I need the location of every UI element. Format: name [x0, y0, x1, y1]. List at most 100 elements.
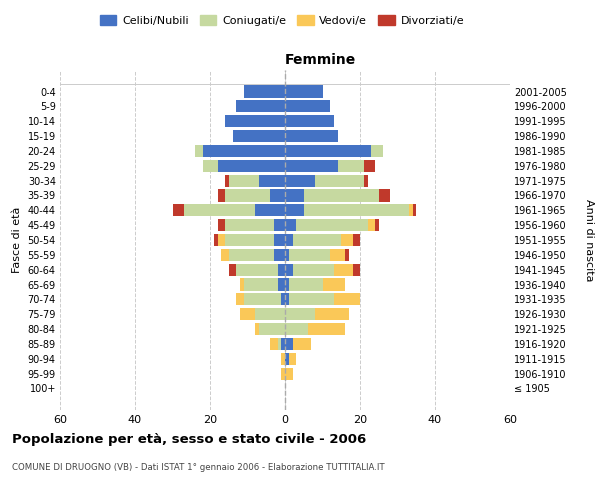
Bar — [259, 174, 285, 186]
Bar — [315, 174, 364, 186]
Bar — [236, 294, 244, 306]
Bar — [244, 294, 281, 306]
Bar — [277, 278, 285, 290]
Bar — [364, 174, 367, 186]
Bar — [236, 264, 277, 276]
Text: COMUNE DI DRUOGNO (VB) - Dati ISTAT 1° gennaio 2006 - Elaborazione TUTTITALIA.IT: COMUNE DI DRUOGNO (VB) - Dati ISTAT 1° g… — [12, 462, 385, 471]
Bar — [281, 338, 285, 350]
Bar — [259, 323, 285, 335]
Bar — [353, 264, 360, 276]
Bar — [409, 204, 413, 216]
Bar — [379, 190, 390, 202]
Bar — [367, 219, 375, 231]
Bar — [285, 190, 304, 202]
Bar — [229, 174, 259, 186]
Bar — [364, 160, 375, 172]
Bar — [293, 338, 311, 350]
Bar — [281, 352, 285, 365]
Bar — [285, 323, 308, 335]
Bar — [214, 234, 218, 246]
Bar — [285, 145, 371, 157]
Bar — [308, 323, 345, 335]
Bar — [270, 338, 277, 350]
Bar — [274, 219, 285, 231]
Bar — [218, 160, 285, 172]
Bar — [184, 204, 255, 216]
Bar — [285, 294, 289, 306]
Bar — [334, 264, 353, 276]
Bar — [285, 234, 293, 246]
Bar — [285, 368, 293, 380]
Bar — [270, 190, 285, 202]
Bar — [225, 115, 285, 128]
Bar — [285, 249, 289, 261]
Y-axis label: Anni di nascita: Anni di nascita — [584, 198, 594, 281]
Bar — [413, 204, 416, 216]
Bar — [334, 294, 360, 306]
Bar — [289, 352, 296, 365]
Bar — [225, 219, 274, 231]
Text: Femmine: Femmine — [285, 52, 356, 66]
Bar — [225, 190, 270, 202]
Bar — [203, 160, 218, 172]
Bar — [233, 130, 285, 142]
Bar — [293, 234, 341, 246]
Bar — [285, 115, 334, 128]
Bar — [285, 264, 293, 276]
Bar — [285, 86, 323, 98]
Bar — [285, 338, 293, 350]
Bar — [330, 249, 345, 261]
Bar — [304, 204, 409, 216]
Bar — [296, 219, 367, 231]
Y-axis label: Fasce di età: Fasce di età — [12, 207, 22, 273]
Bar — [277, 338, 281, 350]
Bar — [375, 219, 379, 231]
Bar — [218, 234, 225, 246]
Bar — [281, 294, 285, 306]
Bar — [289, 294, 334, 306]
Bar — [244, 86, 285, 98]
Bar — [285, 174, 315, 186]
Bar — [285, 160, 337, 172]
Bar — [244, 278, 277, 290]
Bar — [255, 204, 285, 216]
Bar — [371, 145, 383, 157]
Bar — [229, 264, 236, 276]
Bar — [315, 308, 349, 320]
Bar — [289, 278, 323, 290]
Bar — [281, 368, 285, 380]
Bar — [285, 308, 315, 320]
Bar — [285, 219, 296, 231]
Bar — [195, 145, 203, 157]
Bar — [221, 249, 229, 261]
Bar — [323, 278, 345, 290]
Bar — [353, 234, 360, 246]
Legend: Celibi/Nubili, Coniugati/e, Vedovi/e, Divorziati/e: Celibi/Nubili, Coniugati/e, Vedovi/e, Di… — [95, 10, 469, 30]
Bar — [293, 264, 334, 276]
Bar — [285, 204, 304, 216]
Bar — [345, 249, 349, 261]
Bar — [277, 264, 285, 276]
Bar — [218, 219, 225, 231]
Bar — [218, 190, 225, 202]
Text: Popolazione per età, sesso e stato civile - 2006: Popolazione per età, sesso e stato civil… — [12, 432, 366, 446]
Bar — [274, 234, 285, 246]
Bar — [225, 174, 229, 186]
Bar — [285, 100, 330, 112]
Bar — [255, 323, 259, 335]
Bar — [173, 204, 184, 216]
Bar — [229, 249, 274, 261]
Bar — [285, 130, 337, 142]
Bar — [289, 249, 330, 261]
Bar — [240, 308, 255, 320]
Bar — [341, 234, 353, 246]
Bar — [240, 278, 244, 290]
Bar — [285, 278, 289, 290]
Bar — [225, 234, 274, 246]
Bar — [304, 190, 379, 202]
Bar — [274, 249, 285, 261]
Bar — [255, 308, 285, 320]
Bar — [285, 352, 289, 365]
Bar — [236, 100, 285, 112]
Bar — [203, 145, 285, 157]
